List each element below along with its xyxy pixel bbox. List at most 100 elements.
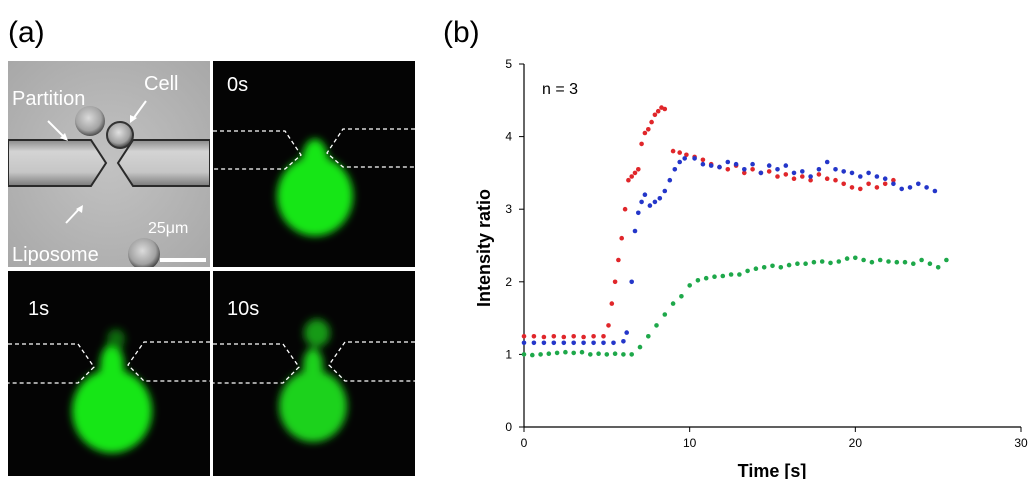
data-point [816,172,822,177]
data-point [761,265,767,270]
data-point [571,334,576,339]
frame-time-0s: 0s [227,74,249,96]
data-point [791,176,797,181]
data-point [682,156,687,161]
data-point [695,278,701,283]
data-point [849,170,855,176]
data-point [750,167,755,172]
data-point [561,340,567,346]
data-point [833,177,838,183]
data-point [861,257,866,263]
data-point [700,161,706,167]
data-point [692,156,697,161]
data-point [882,176,888,181]
data-point [775,167,780,172]
fluorescence-frame-1s: 1s [8,271,210,476]
data-point [753,266,759,271]
data-point [642,192,648,197]
data-point [655,108,661,114]
data-point [833,167,838,172]
y-axis-label: Intensity ratio [474,189,494,307]
data-point [858,186,863,192]
data-point [725,167,731,172]
data-point [824,176,830,181]
data-point [606,323,611,328]
data-point [521,340,527,346]
data-point [646,334,651,339]
data-point [886,259,891,264]
data-point [935,265,941,270]
cell-label: Cell [144,73,179,95]
data-point [745,268,750,274]
data-point [629,174,634,179]
data-point [811,259,817,265]
data-point [636,210,641,216]
data-point [775,174,780,179]
x-tick-label: 30 [1014,436,1028,450]
data-point [866,181,871,187]
data-point [703,275,709,281]
data-point [836,259,842,264]
data-point [657,196,663,201]
data-point [639,141,644,147]
data-point [672,167,678,172]
fluorescence-frame-10s: 10s [213,271,415,476]
data-point [795,261,800,266]
data-point [551,334,557,339]
data-point [877,257,883,263]
data-point [849,185,855,190]
data-point [712,274,717,279]
x-tick-label: 10 [683,436,697,450]
y-tick-label: 1 [505,347,512,361]
chart-axes: 0 10 20 30 0 1 2 3 4 5 [505,57,1028,450]
data-point [891,181,896,187]
data-point [654,323,659,328]
data-point [866,170,871,176]
data-point [642,130,648,136]
data-point [766,169,772,174]
data-point [720,273,726,279]
data-point [647,203,653,208]
data-point [636,167,641,172]
data-point [591,340,596,346]
data-point [766,163,772,168]
data-point [632,228,638,234]
y-tick-label: 4 [505,130,512,144]
data-point [646,127,651,132]
data-point [770,263,775,269]
data-point [531,334,537,339]
data-point [601,334,606,339]
data-point [624,330,629,335]
data-point [700,157,706,163]
data-point [637,344,643,350]
data-point [808,174,813,179]
data-point [579,349,585,355]
data-point [679,294,684,299]
data-point [927,261,933,266]
data-point [803,261,808,266]
y-tick-label: 3 [505,202,512,216]
data-point [924,185,929,190]
data-point [894,259,900,265]
data-point [684,152,689,158]
data-point [662,106,668,112]
data-point [538,352,543,357]
data-point [800,174,805,179]
data-point [742,170,747,176]
y-tick-label: 5 [505,57,512,71]
data-point [530,352,535,358]
data-point [725,159,731,165]
data-point [591,334,596,339]
frame-time-10s: 10s [227,298,260,320]
data-point [670,148,676,154]
data-point [662,188,668,194]
data-point [670,301,676,306]
data-point [604,352,610,357]
frame-time-1s: 1s [28,298,50,320]
data-point [816,167,822,172]
data-point [844,256,850,261]
data-point [858,174,863,179]
data-point [919,257,924,263]
data-point [828,260,833,266]
data-point [808,177,813,183]
